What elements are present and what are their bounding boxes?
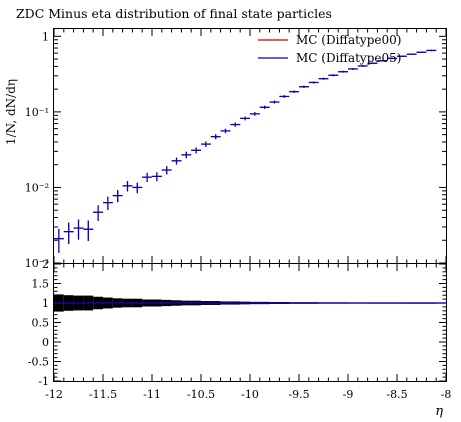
x-tick-label: -10.5 <box>187 388 215 401</box>
y-axis-label: 1/N, dN/dη <box>4 79 18 145</box>
y-tick-label: 10⁻¹ <box>25 106 49 119</box>
ratio-y-tick-label: 2 <box>42 258 49 271</box>
legend-label-diffatype05: MC (Diffatype05) <box>296 51 401 65</box>
ratio-axis-ticks: 2 1.5 1 0.5 0 -0.5 -1-12 -11.5 -11 -10.5 -10 -9.5 -9… <box>28 258 452 401</box>
x-tick-label: -11 <box>143 388 161 401</box>
y-tick-label: 10⁻² <box>25 181 49 194</box>
x-tick-label: -9.5 <box>288 388 309 401</box>
ratio-y-tick-label: 1 <box>42 297 49 310</box>
x-tick-label: -8 <box>441 388 452 401</box>
x-tick-label: -9 <box>343 388 354 401</box>
x-tick-label: -10 <box>241 388 259 401</box>
ratio-plot-frame <box>53 263 447 382</box>
main-axis-ticks: 1 10⁻¹ 10⁻² 10⁻³ <box>25 29 447 270</box>
x-axis-label: η <box>435 404 443 419</box>
ratio-y-tick-label: 0 <box>42 336 49 349</box>
x-tick-label: -8.5 <box>386 388 407 401</box>
y-tick-label: 1 <box>42 30 49 43</box>
ratio-y-tick-label: -0.5 <box>28 356 49 369</box>
x-tick-label: -12 <box>45 388 63 401</box>
ratio-y-tick-label: -1 <box>38 375 49 388</box>
y-tick-label: 10⁻³ <box>25 257 49 270</box>
legend: MC (Diffatype00) MC (Diffatype05) <box>258 33 401 65</box>
ratio-y-tick-label: 0.5 <box>32 317 50 330</box>
chart-title: ZDC Minus eta distribution of final stat… <box>16 6 332 21</box>
x-tick-label: -11.5 <box>89 388 117 401</box>
legend-label-diffatype00: MC (Diffatype00) <box>296 33 401 47</box>
ratio-y-tick-label: 1.5 <box>32 278 50 291</box>
data-points <box>54 49 437 253</box>
